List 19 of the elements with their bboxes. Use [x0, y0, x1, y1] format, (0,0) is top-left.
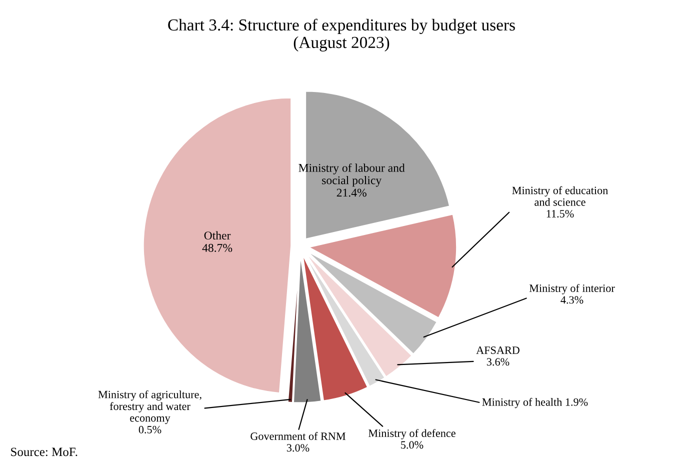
data-label: 0.5%: [138, 426, 162, 434]
data-label: 3.6%: [486, 358, 510, 366]
slice-label: Ministry of defence: [368, 429, 456, 440]
data-label: 4.3%: [560, 296, 584, 304]
slice-label: Government of RNM: [250, 432, 346, 440]
slice-label: Ministry of education and science: [512, 186, 608, 206]
data-label: 48.7%: [202, 244, 232, 252]
source-note: Source: MoF.: [11, 448, 78, 456]
slice-label: Ministry of health 1.9%: [482, 398, 588, 408]
slice-label: Ministry of interior: [529, 284, 615, 294]
chart-title: Chart 3.4: Structure of expenditures by budget users (August 2023): [168, 18, 515, 52]
data-label: 5.0%: [401, 441, 424, 449]
slice-label: Other: [204, 231, 231, 240]
data-label: 11.5%: [546, 210, 574, 218]
data-label: 21.4%: [336, 188, 366, 197]
slice-label: AFSARD: [476, 346, 520, 354]
slice-label: Ministry of labour and social policy: [298, 163, 405, 187]
slice-label: Ministry of agriculture, forestry and water economy: [98, 390, 202, 424]
data-label: 3.0%: [286, 444, 310, 452]
